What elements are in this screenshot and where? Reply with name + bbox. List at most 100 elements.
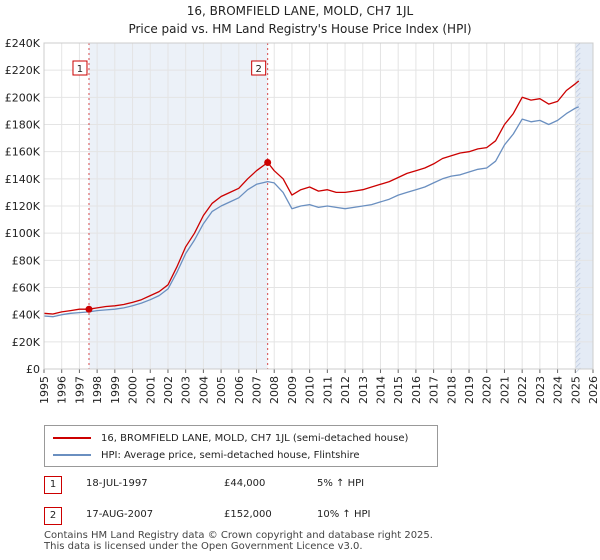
future-hatch [575,107,581,114]
future-hatch [575,112,581,119]
x-tick-label: 2009 [286,376,299,404]
y-tick-label: £200K [5,91,41,104]
x-tick-label: 2021 [498,376,511,404]
future-hatch [575,117,581,124]
legend-label-property: 16, BROMFIELD LANE, MOLD, CH7 1JL (semi-… [101,432,409,444]
future-hatch [575,297,581,304]
future-hatch [575,292,581,299]
future-hatch [575,77,581,84]
sale-marker-box [72,60,88,76]
future-hatch [575,232,581,239]
legend-item-hpi: HPI: Average price, semi-detached house,… [53,447,360,463]
future-hatch [575,42,581,49]
future-hatch [575,97,581,104]
future-hatch [575,207,581,214]
future-hatch [575,347,581,354]
y-tick-label: £0 [26,363,40,376]
x-tick-label: 2019 [463,376,476,404]
sale-marker-label: 2 [255,64,261,75]
future-hatch [575,57,581,64]
future-hatch [575,332,581,339]
future-hatch [575,72,581,79]
future-hatch [575,167,581,174]
future-hatch [575,52,581,59]
x-tick-label: 2017 [428,376,441,404]
sale-date: 18-JUL-1997 [86,478,148,489]
chart-title: 16, BROMFIELD LANE, MOLD, CH7 1JL [186,4,414,18]
x-tick-label: 1995 [38,376,51,404]
future-hatch [575,217,581,224]
legend-item-property: 16, BROMFIELD LANE, MOLD, CH7 1JL (semi-… [53,430,408,446]
x-tick-label: 2026 [587,376,600,404]
y-tick-label: £80K [12,254,41,267]
future-hatch [575,192,581,199]
future-hatch [575,267,581,274]
x-tick-label: 2015 [392,376,405,404]
sale-point [264,159,272,167]
future-hatch [575,307,581,314]
sale-price: £44,000 [224,478,266,489]
y-tick-label: £220K [5,64,41,77]
future-hatch [575,302,581,309]
future-hatch [575,157,581,164]
legend-swatch-hpi [53,454,91,456]
x-tick-label: 2025 [569,376,582,404]
legend-swatch-property [53,437,91,439]
future-hatch [575,142,581,149]
x-tick-label: 2005 [215,376,228,404]
future-hatch [575,317,581,324]
future-hatch [575,277,581,284]
y-tick-label: £160K [5,146,41,159]
future-hatch [575,47,581,54]
footer-copyright: Contains HM Land Registry data © Crown c… [44,530,433,541]
future-hatch [575,357,581,364]
future-hatch [575,127,581,134]
y-tick-label: £180K [5,119,41,132]
sale-marker-badge: 1 [44,476,62,494]
x-tick-label: 2023 [534,376,547,404]
footer-licence: This data is licensed under the Open Gov… [44,541,363,552]
x-tick-label: 2006 [233,376,246,404]
x-tick-label: 2011 [321,376,334,404]
x-tick-label: 1996 [56,376,69,404]
sale-point [85,305,93,313]
future-hatch [575,162,581,169]
y-tick-label: £120K [5,200,41,213]
future-hatch [575,362,581,369]
legend: 16, BROMFIELD LANE, MOLD, CH7 1JL (semi-… [44,425,438,467]
y-tick-label: £60K [12,282,41,295]
x-tick-label: 2010 [304,376,317,404]
sale-marker-label: 1 [77,64,83,75]
x-tick-label: 2024 [552,376,565,404]
future-hatch [575,197,581,204]
property-price-line [43,80,580,315]
x-tick-label: 2001 [144,376,157,404]
future-hatch [575,152,581,159]
y-tick-label: £20K [12,336,41,349]
y-tick-label: £40K [12,309,41,322]
future-hatch [575,172,581,179]
y-tick-label: £140K [5,173,41,186]
y-tick-label: £240K [5,37,41,50]
x-tick-label: 1998 [91,376,104,404]
x-tick-label: 2012 [339,376,352,404]
future-hatch [575,237,581,244]
future-hatch [575,227,581,234]
x-tick-label: 2022 [516,376,529,404]
future-hatch [575,252,581,259]
x-tick-label: 2008 [268,376,281,404]
future-hatch [575,212,581,219]
x-tick-label: 2002 [162,376,175,404]
footer: Contains HM Land Registry data © Crown c… [44,530,433,552]
future-hatch [575,272,581,279]
x-tick-label: 2018 [445,376,458,404]
future-hatch [575,87,581,94]
x-tick-label: 2014 [374,376,387,404]
x-tick-label: 2000 [127,376,140,404]
x-tick-label: 2013 [357,376,370,404]
sale-price: £152,000 [224,509,272,520]
chart-subtitle: Price paid vs. HM Land Registry's House … [128,22,472,36]
legend-label-hpi: HPI: Average price, semi-detached house,… [101,449,360,461]
x-tick-label: 2003 [180,376,193,404]
sale-marker-badge: 2 [44,507,62,525]
